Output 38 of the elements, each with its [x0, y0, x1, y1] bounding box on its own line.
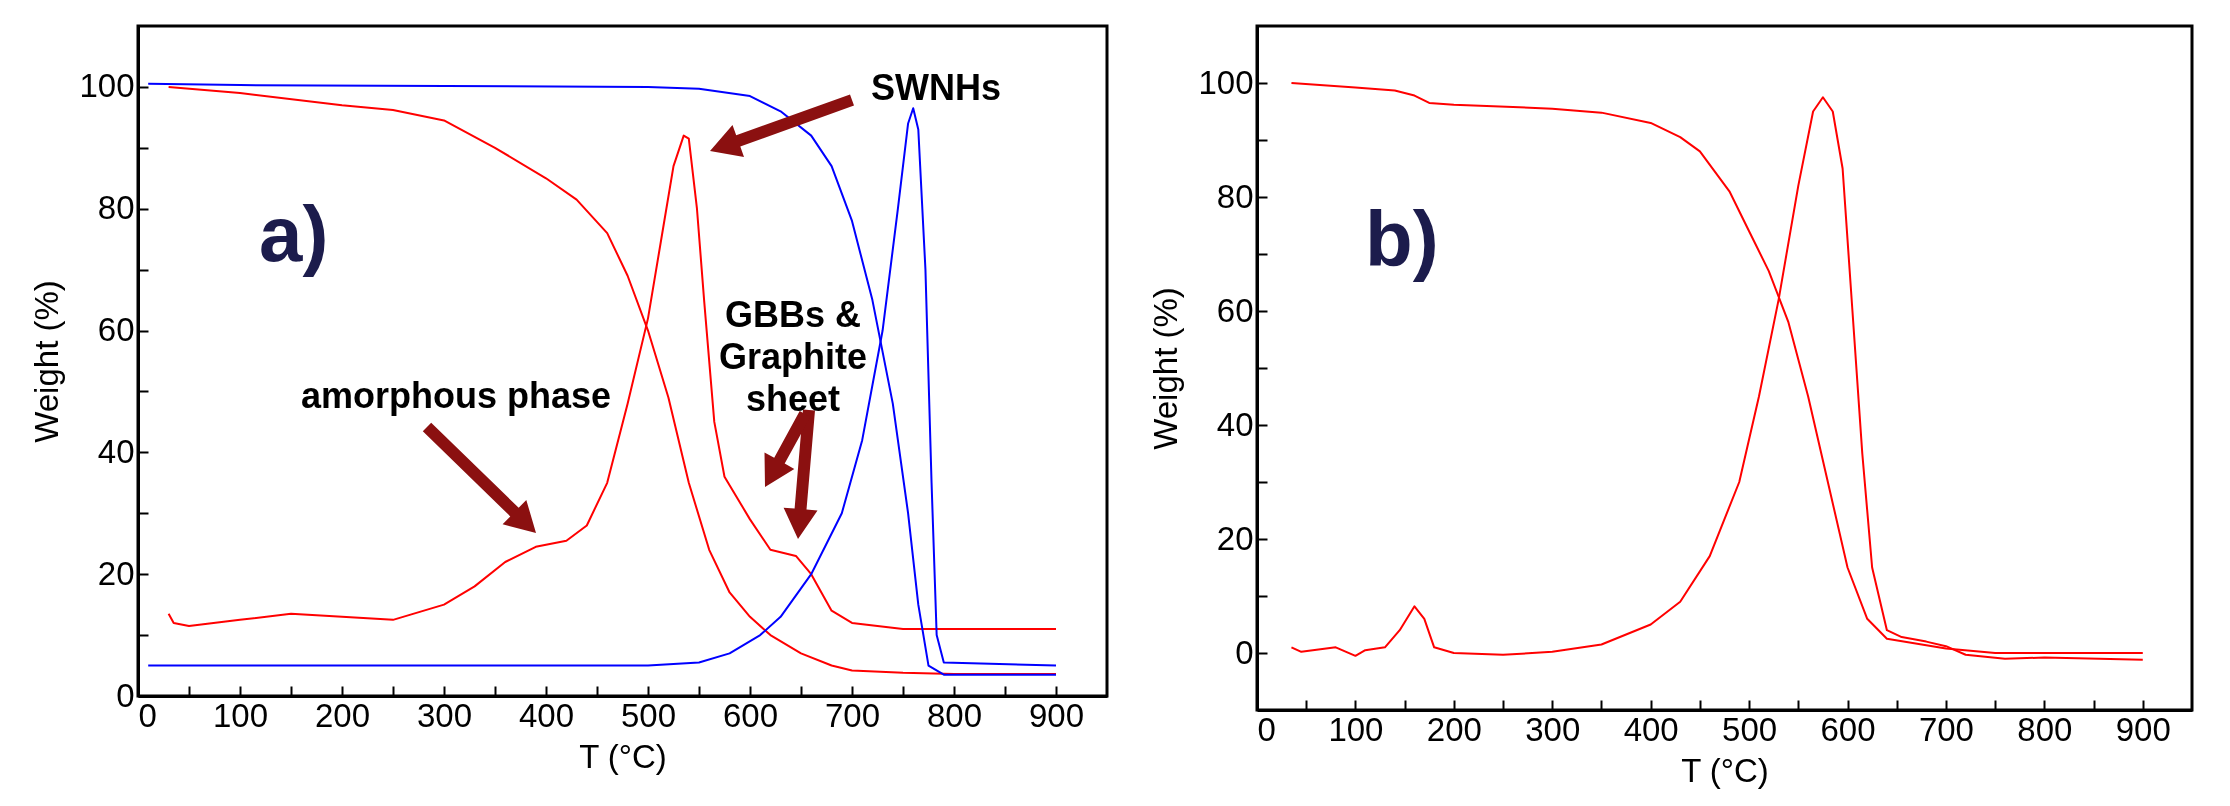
x-tick-label: 600 — [1820, 710, 1876, 748]
x-tick-label: 300 — [416, 696, 473, 734]
annotation: a) — [259, 190, 329, 278]
x-tick-label: 200 — [1426, 710, 1482, 748]
x-tick-label: 700 — [824, 696, 881, 734]
y-axis-title: Weight (%) — [1147, 287, 1185, 450]
y-tick-label: 80 — [97, 189, 135, 227]
x-tick-label: 300 — [1525, 710, 1581, 748]
y-tick-label: 20 — [97, 554, 135, 592]
x-tick-label: 100 — [1328, 710, 1384, 748]
x-tick-label: 800 — [2017, 710, 2073, 748]
x-tick-label: 800 — [926, 696, 983, 734]
x-tick-label: 900 — [2115, 710, 2171, 748]
annotation: amorphous phase — [300, 375, 612, 416]
y-tick-label: 80 — [1216, 177, 1254, 215]
y-axis-title: Weight (%) — [28, 280, 66, 443]
x-axis-title: T (°C) — [1681, 751, 1769, 789]
y-tick-label: 40 — [1216, 405, 1254, 443]
y-tick-label: 20 — [1216, 519, 1254, 557]
y-tick-label: 100 — [79, 67, 135, 105]
x-tick-label: 500 — [1722, 710, 1778, 748]
x-tick-label: 400 — [1623, 710, 1679, 748]
x-tick-label: 200 — [314, 696, 371, 734]
annotation: SWNHs — [870, 67, 1002, 108]
y-tick-label: 0 — [1235, 633, 1254, 671]
annotation: GBBs & Graphite sheet — [718, 294, 868, 419]
annotation: b) — [1365, 195, 1439, 283]
x-tick-label: 600 — [722, 696, 779, 734]
y-tick-label: 60 — [1216, 291, 1254, 329]
x-tick-label: 100 — [212, 696, 269, 734]
x-tick-label: 700 — [1918, 710, 1974, 748]
x-tick-label: 500 — [620, 696, 677, 734]
y-tick-label: 100 — [1198, 63, 1254, 101]
y-tick-label: 40 — [97, 432, 135, 470]
y-tick-label: 60 — [97, 311, 135, 349]
x-tick-label: 900 — [1028, 696, 1085, 734]
x-axis-title: T (°C) — [579, 737, 667, 775]
x-tick-label: 400 — [518, 696, 575, 734]
